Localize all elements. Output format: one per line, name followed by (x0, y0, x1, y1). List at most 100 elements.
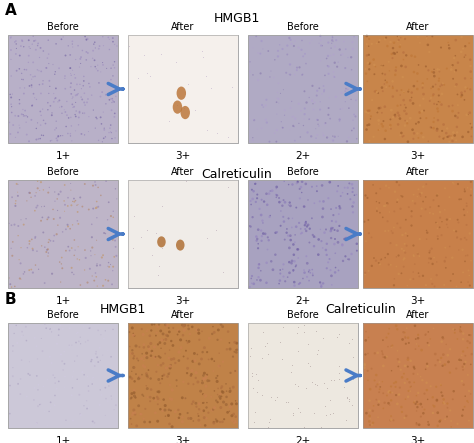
Point (266, 212, 274, 219)
Point (350, 354, 357, 361)
Point (29, 32, 37, 39)
Point (9, 90, 16, 97)
Point (440, 281, 448, 288)
Bar (8, 35, 118, 143)
Point (140, 415, 147, 422)
Point (271, 397, 279, 404)
Point (401, 379, 409, 386)
Point (202, 392, 210, 399)
Point (388, 227, 395, 234)
Point (338, 241, 346, 248)
Point (331, 43, 338, 50)
Point (13, 339, 21, 346)
Point (441, 257, 448, 264)
Point (411, 260, 419, 268)
Point (374, 401, 382, 408)
Point (217, 336, 225, 343)
Point (424, 363, 431, 370)
Point (410, 379, 418, 386)
Point (87, 378, 94, 385)
Point (218, 383, 226, 390)
Point (399, 74, 407, 81)
Point (14, 181, 22, 188)
Point (452, 52, 459, 59)
Point (129, 350, 137, 357)
Point (309, 266, 316, 273)
Point (364, 108, 371, 115)
Point (320, 380, 328, 387)
Point (410, 363, 418, 370)
Point (423, 227, 430, 234)
Point (445, 39, 452, 46)
Point (301, 321, 308, 328)
Point (89, 418, 97, 425)
Point (406, 276, 414, 283)
Point (68, 269, 76, 276)
Point (138, 391, 146, 398)
Point (464, 85, 471, 92)
Point (285, 202, 292, 209)
Point (446, 138, 453, 145)
Point (219, 268, 226, 276)
Point (350, 111, 358, 118)
Point (44, 106, 52, 113)
Point (401, 334, 409, 341)
Point (93, 283, 101, 290)
Point (96, 262, 104, 269)
Point (401, 249, 409, 256)
Point (167, 361, 174, 369)
Point (158, 244, 166, 251)
Point (71, 252, 78, 259)
Point (253, 33, 260, 40)
Point (81, 109, 88, 117)
Point (277, 207, 285, 214)
Point (81, 246, 89, 253)
Point (341, 98, 349, 105)
Point (411, 322, 419, 329)
Point (27, 71, 34, 78)
Point (456, 326, 464, 333)
Point (51, 374, 59, 381)
Point (8, 245, 15, 252)
Point (99, 252, 107, 259)
Point (381, 354, 389, 361)
Point (7, 101, 15, 108)
Point (438, 389, 445, 396)
Text: Before: Before (287, 310, 319, 320)
Point (298, 46, 305, 53)
Point (101, 230, 109, 237)
Text: 3+: 3+ (410, 151, 426, 161)
Point (162, 402, 169, 409)
Point (379, 214, 387, 221)
Point (464, 371, 472, 378)
Point (292, 231, 299, 238)
Point (294, 405, 301, 412)
Point (75, 121, 82, 128)
Point (137, 411, 144, 418)
Point (157, 361, 165, 369)
Point (364, 194, 371, 202)
Point (36, 81, 43, 88)
Point (292, 381, 299, 388)
Point (400, 263, 408, 270)
Point (429, 409, 437, 416)
Point (427, 94, 435, 101)
Point (392, 263, 400, 270)
Point (434, 66, 441, 73)
Point (383, 334, 391, 341)
Point (255, 261, 263, 268)
Point (159, 336, 167, 343)
Point (290, 251, 298, 258)
Point (373, 396, 380, 403)
Point (398, 270, 405, 277)
Bar (128, 323, 238, 428)
Point (49, 372, 57, 379)
Point (101, 384, 109, 391)
Point (450, 227, 458, 234)
Bar (8, 323, 118, 428)
Point (69, 417, 77, 424)
Point (20, 270, 27, 277)
Point (429, 210, 437, 218)
Point (460, 363, 468, 370)
Point (336, 370, 343, 377)
